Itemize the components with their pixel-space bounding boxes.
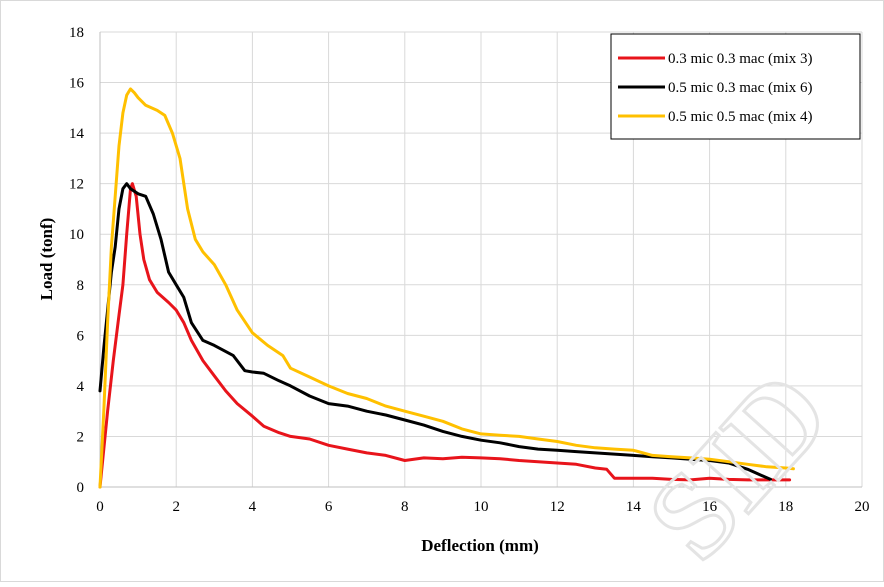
x-tick-label: 16 bbox=[702, 499, 718, 515]
legend-label-mix6: 0.5 mic 0.3 mac (mix 6) bbox=[668, 80, 813, 96]
x-tick-label: 10 bbox=[474, 499, 489, 515]
legend-entry-mix6: 0.5 mic 0.3 mac (mix 6) bbox=[618, 80, 813, 96]
y-tick-label: 18 bbox=[69, 25, 84, 41]
series-line-mix3 bbox=[98, 182, 792, 489]
series-line-mix4 bbox=[98, 87, 795, 489]
y-tick-label: 16 bbox=[69, 76, 85, 92]
legend-label-mix3: 0.3 mic 0.3 mac (mix 3) bbox=[668, 51, 813, 67]
y-tick-label: 6 bbox=[77, 328, 85, 344]
x-tick-label: 4 bbox=[249, 499, 257, 515]
x-tick-label: 14 bbox=[626, 499, 642, 515]
y-tick-label: 0 bbox=[77, 480, 85, 496]
y-tick-label: 10 bbox=[69, 227, 84, 243]
x-tick-label: 2 bbox=[172, 499, 180, 515]
x-tick-label: 0 bbox=[96, 499, 104, 515]
legend: 0.3 mic 0.3 mac (mix 3) 0.5 mic 0.3 mac … bbox=[610, 33, 861, 140]
legend-entry-mix4: 0.5 mic 0.5 mac (mix 4) bbox=[618, 109, 813, 125]
x-tick-label: 18 bbox=[778, 499, 793, 515]
x-axis-title: Deflection (mm) bbox=[421, 536, 539, 555]
x-tick-label: 20 bbox=[855, 499, 870, 515]
series-lines bbox=[98, 87, 795, 489]
x-tick-label: 12 bbox=[550, 499, 565, 515]
series-line-mix6 bbox=[98, 182, 773, 481]
y-tick-label: 14 bbox=[69, 126, 85, 142]
legend-label-mix4: 0.5 mic 0.5 mac (mix 4) bbox=[668, 109, 813, 125]
y-tick-labels: 0 2 4 6 8 10 12 14 16 18 bbox=[69, 25, 85, 496]
legend-entry-mix3: 0.3 mic 0.3 mac (mix 3) bbox=[618, 51, 813, 67]
x-tick-label: 6 bbox=[325, 499, 333, 515]
axes bbox=[99, 32, 862, 488]
y-axis-title: Load (tonf) bbox=[37, 218, 56, 301]
y-tick-label: 12 bbox=[69, 177, 84, 193]
y-tick-label: 2 bbox=[77, 429, 85, 445]
y-tick-label: 4 bbox=[77, 379, 85, 395]
y-tick-label: 8 bbox=[77, 278, 85, 294]
x-tick-labels: 0 2 4 6 8 10 12 14 16 18 20 bbox=[96, 499, 869, 515]
x-tick-label: 8 bbox=[401, 499, 409, 515]
